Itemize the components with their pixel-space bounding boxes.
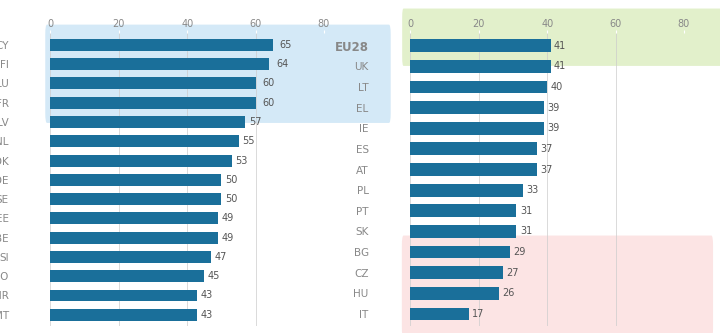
Text: 65: 65 — [279, 40, 292, 50]
Text: 17: 17 — [472, 309, 485, 319]
Text: 50: 50 — [225, 175, 237, 185]
Text: 39: 39 — [547, 123, 559, 133]
Bar — [50, 289, 197, 301]
Bar — [410, 122, 544, 135]
Bar — [410, 184, 523, 196]
Text: 60: 60 — [263, 79, 275, 89]
Bar — [410, 308, 469, 320]
Bar — [50, 116, 246, 128]
Bar — [410, 287, 500, 300]
Bar — [50, 251, 211, 263]
Bar — [50, 309, 197, 321]
Bar — [410, 204, 516, 217]
Text: 33: 33 — [526, 185, 539, 195]
Bar — [50, 212, 218, 224]
Bar — [410, 246, 510, 258]
Text: 37: 37 — [540, 165, 553, 174]
Bar — [410, 225, 516, 238]
Text: 27: 27 — [506, 268, 518, 278]
Text: 31: 31 — [520, 206, 532, 216]
Bar — [50, 193, 222, 205]
Text: 45: 45 — [208, 271, 220, 281]
Bar — [50, 232, 218, 244]
Text: 41: 41 — [554, 41, 567, 51]
Bar — [410, 81, 547, 93]
Bar — [410, 60, 551, 73]
Bar — [410, 39, 551, 52]
Bar — [50, 39, 273, 51]
Bar — [50, 135, 238, 147]
FancyBboxPatch shape — [402, 9, 720, 66]
Text: 60: 60 — [263, 98, 275, 108]
FancyBboxPatch shape — [45, 25, 391, 123]
Bar — [50, 174, 222, 186]
Text: 31: 31 — [520, 226, 532, 236]
Text: 57: 57 — [249, 117, 261, 127]
Text: 47: 47 — [215, 252, 227, 262]
Text: 39: 39 — [547, 103, 559, 113]
Text: 55: 55 — [242, 136, 254, 146]
Bar — [410, 266, 503, 279]
Bar — [50, 270, 204, 282]
Text: 43: 43 — [201, 310, 213, 320]
Text: 64: 64 — [276, 59, 289, 69]
Text: 26: 26 — [503, 288, 515, 298]
Text: 53: 53 — [235, 156, 248, 166]
Text: 50: 50 — [225, 194, 237, 204]
Text: 41: 41 — [554, 61, 567, 71]
Text: 49: 49 — [222, 213, 234, 223]
Bar — [50, 78, 256, 89]
Bar — [50, 97, 256, 109]
Text: 43: 43 — [201, 290, 213, 300]
FancyBboxPatch shape — [402, 235, 713, 333]
Text: 49: 49 — [222, 233, 234, 243]
Text: 40: 40 — [551, 82, 563, 92]
Bar — [50, 155, 232, 166]
Bar — [410, 101, 544, 114]
Bar — [410, 163, 537, 176]
Text: 29: 29 — [513, 247, 526, 257]
Text: 37: 37 — [540, 144, 553, 154]
Bar — [410, 143, 537, 155]
Bar — [50, 58, 269, 70]
